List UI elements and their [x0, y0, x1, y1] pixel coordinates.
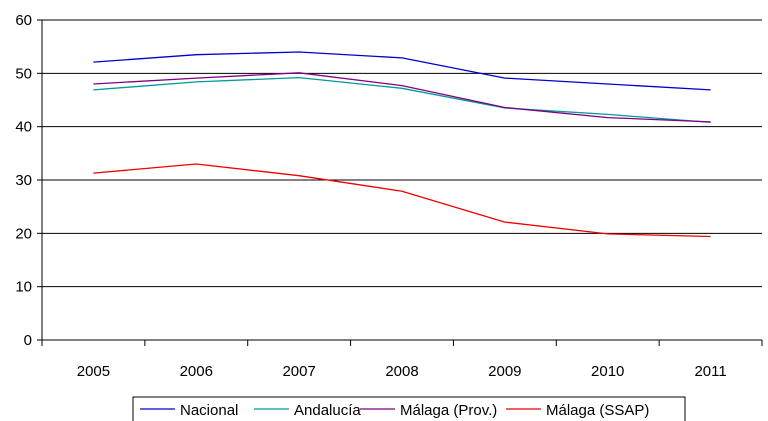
series-lines: [93, 51, 711, 238]
legend-label-m-laga-ssap: Málaga (SSAP): [546, 402, 649, 419]
y-axis-ticks: 0 10 20 30 40 50 60: [15, 12, 42, 349]
legend-label-m-laga-prov: Málaga (Prov.): [400, 402, 497, 419]
y-tick-label: 60: [15, 12, 32, 29]
series-line-m-laga-ssap: [93, 163, 711, 238]
x-tick-label-2007: 2007: [282, 363, 315, 380]
y-tick-label: 50: [15, 65, 32, 82]
legend: Nacional Andalucía Málaga (Prov.) Málaga (S…: [132, 396, 686, 421]
y-tick-label: 40: [15, 119, 32, 136]
x-tick-label-2009: 2009: [488, 363, 521, 380]
series-line-andaluc-a: [93, 76, 711, 124]
x-tick-label-2006: 2006: [180, 363, 213, 380]
legend-box: [132, 396, 686, 421]
x-tick-label-2011: 2011: [694, 363, 726, 380]
x-tick-label-2008: 2008: [385, 363, 418, 380]
y-tick-label: 0: [24, 332, 32, 349]
y-tick-label: 20: [15, 225, 32, 242]
series-line-m-laga-prov: [93, 72, 711, 123]
legend-label-andaluc-a: Andalucía: [294, 402, 361, 419]
y-tick-label: 30: [15, 172, 32, 189]
x-axis-ticks: 2005 2006 2007 2008 2009 2010 2011: [41, 340, 763, 380]
y-tick-label: 10: [15, 279, 32, 296]
x-tick-label-2005: 2005: [77, 363, 110, 380]
series-line-nacional: [93, 51, 711, 91]
x-tick-label-2010: 2010: [591, 363, 624, 380]
legend-label-nacional: Nacional: [180, 402, 238, 419]
gridlines: [42, 19, 762, 288]
